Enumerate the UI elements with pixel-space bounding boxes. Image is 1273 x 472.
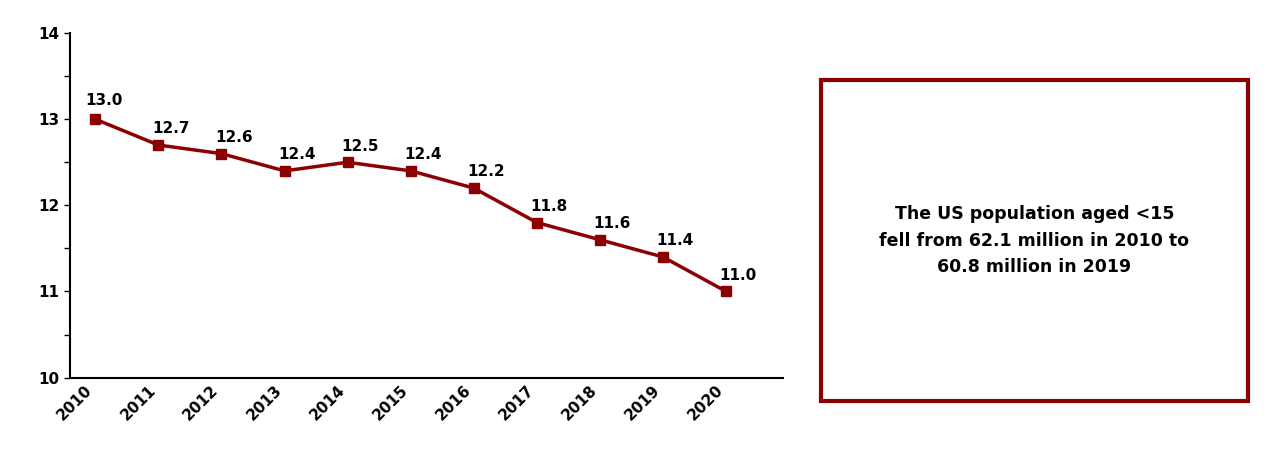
Text: 12.4: 12.4 bbox=[279, 147, 316, 162]
FancyBboxPatch shape bbox=[821, 80, 1248, 401]
Text: 12.4: 12.4 bbox=[405, 147, 442, 162]
Text: 13.0: 13.0 bbox=[85, 93, 123, 108]
Text: 12.2: 12.2 bbox=[467, 164, 505, 179]
Text: 12.6: 12.6 bbox=[215, 130, 253, 145]
Text: 11.4: 11.4 bbox=[657, 233, 694, 248]
Text: The US population aged <15
fell from 62.1 million in 2010 to
60.8 million in 201: The US population aged <15 fell from 62.… bbox=[880, 205, 1189, 276]
Text: 12.7: 12.7 bbox=[151, 121, 190, 136]
Text: 11.8: 11.8 bbox=[531, 199, 568, 214]
Text: 11.6: 11.6 bbox=[593, 216, 631, 231]
Text: 11.0: 11.0 bbox=[719, 268, 757, 283]
Text: 12.5: 12.5 bbox=[341, 139, 379, 153]
